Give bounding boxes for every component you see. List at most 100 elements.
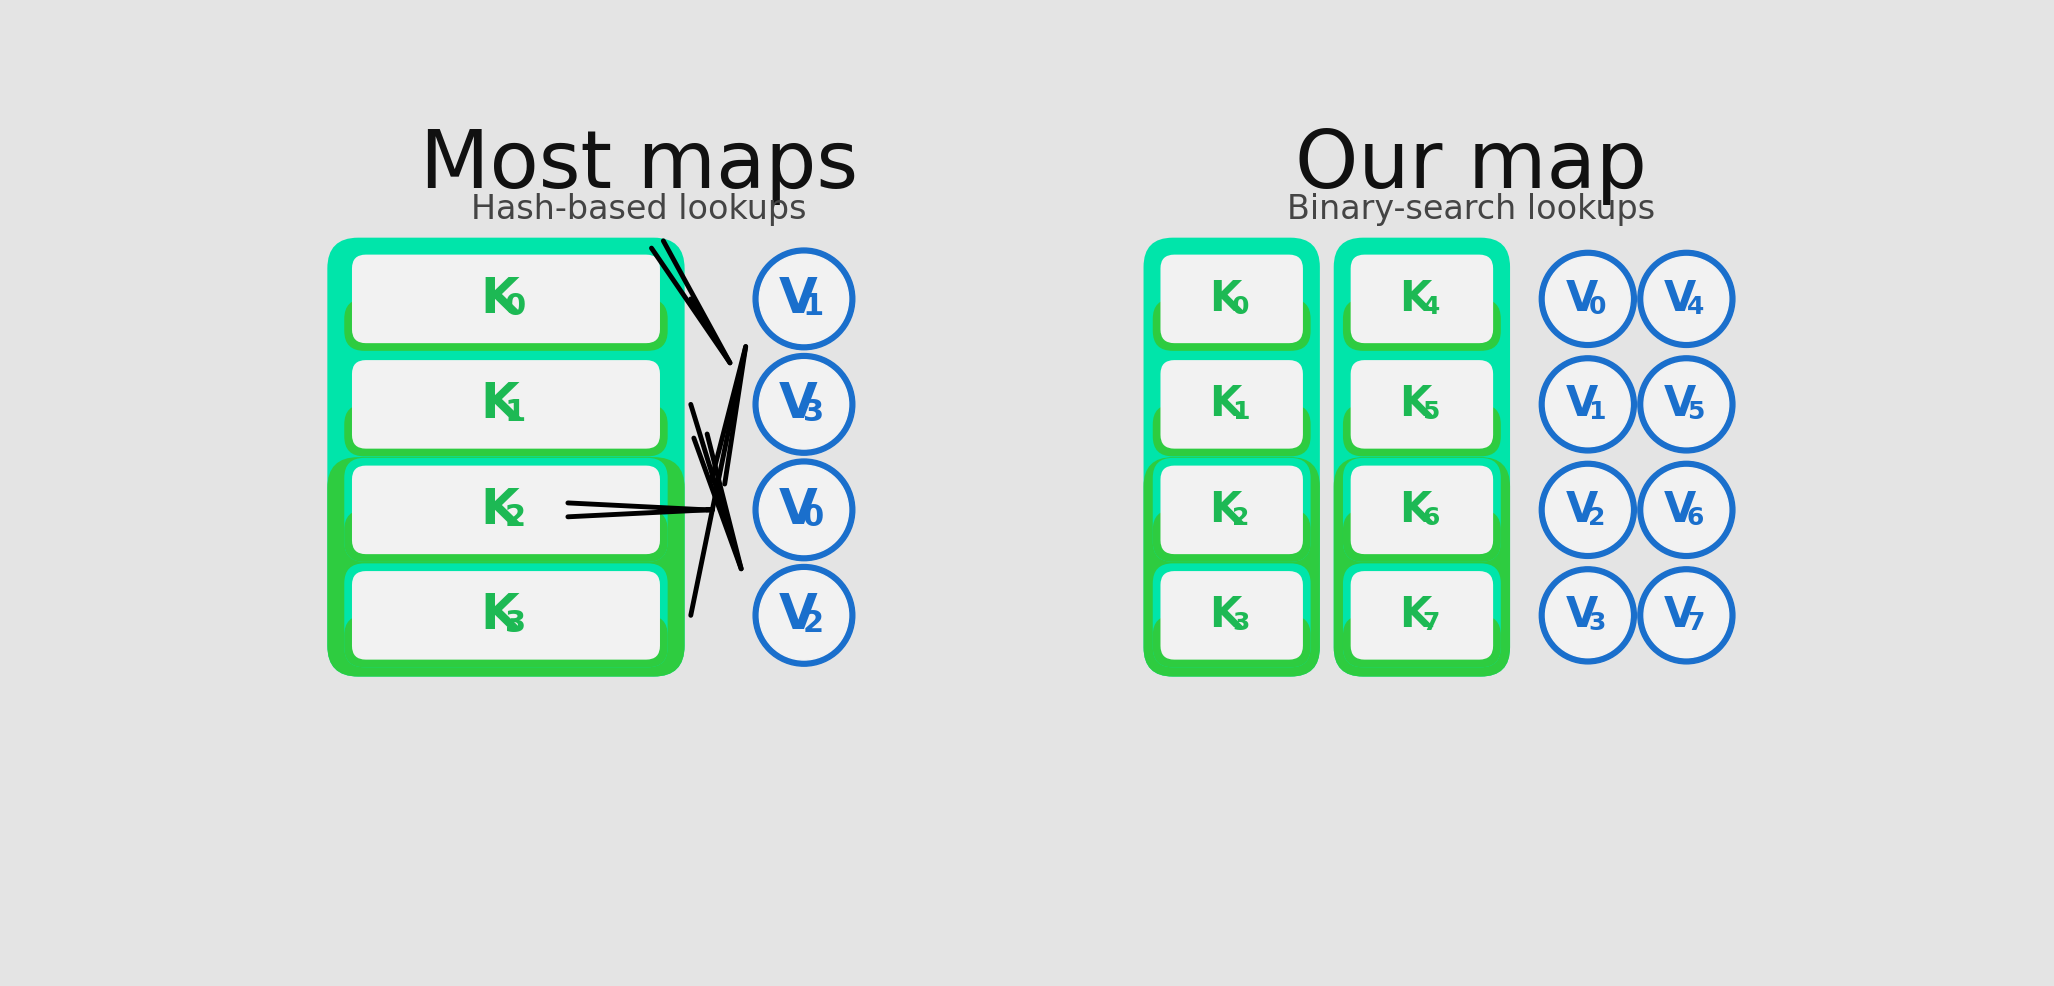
FancyBboxPatch shape bbox=[1152, 458, 1310, 562]
FancyBboxPatch shape bbox=[345, 352, 668, 457]
Text: V: V bbox=[1664, 489, 1697, 530]
Text: K: K bbox=[1210, 595, 1243, 636]
FancyBboxPatch shape bbox=[327, 458, 684, 676]
FancyBboxPatch shape bbox=[1161, 465, 1302, 554]
Text: K: K bbox=[1210, 489, 1243, 530]
Circle shape bbox=[754, 248, 854, 350]
FancyBboxPatch shape bbox=[1152, 615, 1310, 668]
Circle shape bbox=[1637, 250, 1736, 347]
FancyBboxPatch shape bbox=[345, 458, 668, 562]
FancyBboxPatch shape bbox=[1352, 465, 1493, 554]
Circle shape bbox=[1538, 250, 1637, 347]
Circle shape bbox=[760, 571, 848, 660]
FancyBboxPatch shape bbox=[1333, 238, 1510, 676]
Text: V: V bbox=[1565, 595, 1598, 636]
Text: 1: 1 bbox=[1588, 400, 1606, 424]
FancyBboxPatch shape bbox=[1161, 571, 1302, 660]
Text: K: K bbox=[1210, 384, 1243, 425]
FancyBboxPatch shape bbox=[1343, 510, 1501, 562]
FancyBboxPatch shape bbox=[1343, 352, 1501, 457]
FancyBboxPatch shape bbox=[345, 615, 668, 668]
Text: Our map: Our map bbox=[1294, 127, 1647, 205]
Circle shape bbox=[1545, 467, 1631, 552]
FancyBboxPatch shape bbox=[1343, 404, 1501, 457]
FancyBboxPatch shape bbox=[1152, 404, 1310, 457]
FancyBboxPatch shape bbox=[1352, 571, 1493, 660]
FancyBboxPatch shape bbox=[1161, 254, 1302, 343]
Text: V: V bbox=[1664, 384, 1697, 425]
Circle shape bbox=[760, 360, 848, 449]
Circle shape bbox=[760, 254, 848, 343]
Circle shape bbox=[1643, 362, 1729, 447]
FancyBboxPatch shape bbox=[345, 510, 668, 562]
FancyBboxPatch shape bbox=[1343, 458, 1501, 562]
Circle shape bbox=[1538, 567, 1637, 664]
Text: V: V bbox=[778, 592, 817, 639]
FancyBboxPatch shape bbox=[351, 360, 659, 449]
Circle shape bbox=[1538, 356, 1637, 453]
Text: K: K bbox=[1210, 278, 1243, 319]
FancyBboxPatch shape bbox=[351, 571, 659, 660]
Text: 6: 6 bbox=[1686, 506, 1705, 529]
FancyBboxPatch shape bbox=[1152, 246, 1310, 351]
FancyBboxPatch shape bbox=[1343, 615, 1501, 668]
FancyBboxPatch shape bbox=[1152, 352, 1310, 457]
Text: 2: 2 bbox=[1232, 506, 1249, 529]
FancyBboxPatch shape bbox=[1343, 563, 1501, 668]
Circle shape bbox=[1545, 362, 1631, 447]
FancyBboxPatch shape bbox=[345, 299, 668, 351]
FancyBboxPatch shape bbox=[1352, 254, 1493, 343]
Text: 3: 3 bbox=[505, 608, 526, 638]
FancyBboxPatch shape bbox=[1333, 458, 1510, 676]
Text: 2: 2 bbox=[505, 503, 526, 532]
Circle shape bbox=[760, 465, 848, 554]
Circle shape bbox=[1637, 567, 1736, 664]
Text: 7: 7 bbox=[1423, 611, 1440, 635]
Text: K: K bbox=[1399, 489, 1432, 530]
Text: V: V bbox=[1664, 278, 1697, 319]
Text: 1: 1 bbox=[803, 292, 824, 321]
FancyBboxPatch shape bbox=[351, 465, 659, 554]
Text: 2: 2 bbox=[1588, 506, 1606, 529]
FancyBboxPatch shape bbox=[345, 246, 668, 351]
Text: 1: 1 bbox=[1232, 400, 1249, 424]
Circle shape bbox=[754, 459, 854, 561]
Text: 4: 4 bbox=[1686, 295, 1705, 318]
Text: 5: 5 bbox=[1686, 400, 1705, 424]
FancyBboxPatch shape bbox=[1161, 360, 1302, 449]
Text: 1: 1 bbox=[505, 397, 526, 427]
FancyBboxPatch shape bbox=[1144, 458, 1321, 676]
Circle shape bbox=[1637, 461, 1736, 558]
Text: K: K bbox=[1399, 384, 1432, 425]
Text: V: V bbox=[1565, 278, 1598, 319]
FancyBboxPatch shape bbox=[345, 404, 668, 457]
Text: 3: 3 bbox=[803, 397, 824, 427]
Text: V: V bbox=[778, 381, 817, 428]
Text: Hash-based lookups: Hash-based lookups bbox=[472, 192, 807, 226]
Text: K: K bbox=[481, 486, 520, 533]
Text: V: V bbox=[1565, 489, 1598, 530]
Text: 3: 3 bbox=[1588, 611, 1606, 635]
Text: 3: 3 bbox=[1232, 611, 1249, 635]
Text: V: V bbox=[778, 486, 817, 533]
Circle shape bbox=[1643, 467, 1729, 552]
FancyBboxPatch shape bbox=[1152, 563, 1310, 668]
Text: 6: 6 bbox=[1423, 506, 1440, 529]
Text: 2: 2 bbox=[803, 608, 824, 638]
FancyBboxPatch shape bbox=[1343, 299, 1501, 351]
Text: K: K bbox=[481, 592, 520, 639]
Text: K: K bbox=[481, 381, 520, 428]
Text: K: K bbox=[481, 275, 520, 322]
Text: 4: 4 bbox=[1423, 295, 1440, 318]
FancyBboxPatch shape bbox=[1343, 246, 1501, 351]
FancyBboxPatch shape bbox=[345, 563, 668, 668]
FancyBboxPatch shape bbox=[351, 254, 659, 343]
Text: 5: 5 bbox=[1423, 400, 1440, 424]
Text: 7: 7 bbox=[1686, 611, 1705, 635]
Text: Binary-search lookups: Binary-search lookups bbox=[1286, 192, 1656, 226]
Text: V: V bbox=[1664, 595, 1697, 636]
Text: K: K bbox=[1399, 595, 1432, 636]
Circle shape bbox=[754, 565, 854, 667]
FancyBboxPatch shape bbox=[327, 238, 684, 676]
Text: V: V bbox=[778, 275, 817, 322]
